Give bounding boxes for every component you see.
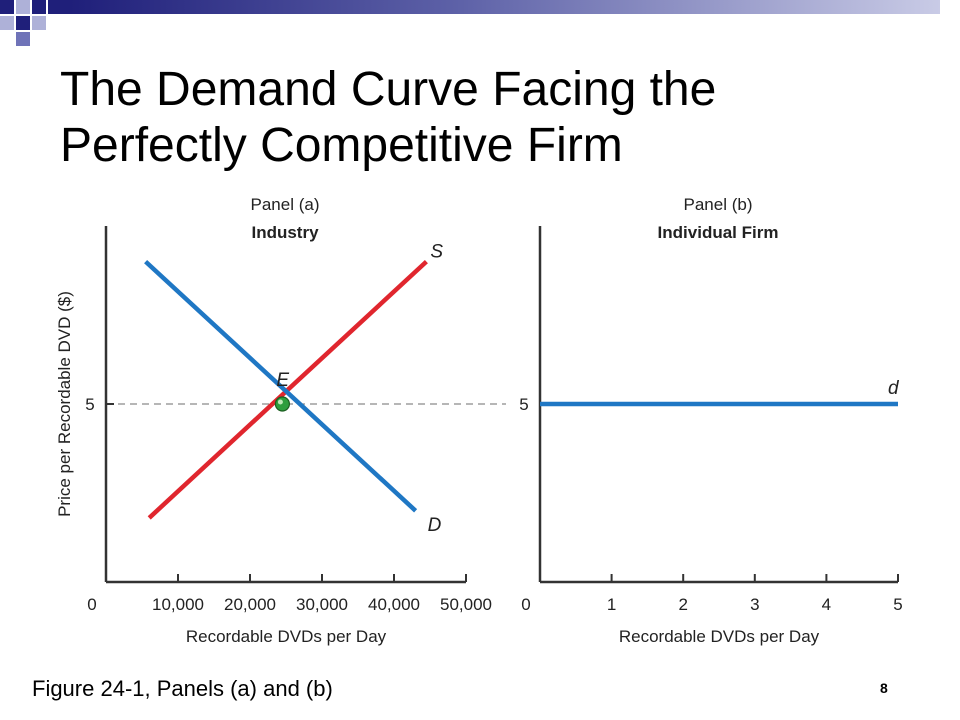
deco-square-light	[0, 16, 14, 30]
deco-square-dark	[0, 0, 14, 14]
deco-square-dark	[16, 16, 30, 30]
y-tick-label: 5	[519, 395, 528, 414]
series-label-d: d	[888, 378, 900, 399]
x-tick-label: 40,000	[368, 595, 420, 614]
x-tick-label: 4	[822, 595, 831, 614]
title-line-1: The Demand Curve Facing the	[60, 63, 717, 116]
deco-square-light	[32, 16, 46, 30]
page-number: 8	[880, 680, 888, 696]
panel-label: Panel (b)	[684, 195, 753, 214]
x-tick-label: 50,000	[440, 595, 492, 614]
equilibrium-point-highlight	[277, 399, 283, 405]
x-tick-label: 0	[521, 595, 530, 614]
x-tick-label: 1	[607, 595, 616, 614]
equilibrium-label: E	[276, 370, 289, 391]
y-tick-label: 5	[85, 395, 94, 414]
x-tick-label: 30,000	[296, 595, 348, 614]
series-line-S	[147, 259, 428, 520]
deco-bar-gradient	[70, 0, 940, 14]
title-line-2: Perfectly Competitive Firm	[60, 119, 623, 172]
series-label-S: S	[430, 242, 443, 263]
y-axis-label: Price per Recordable DVD ($)	[55, 291, 74, 517]
x-axis-label: Recordable DVDs per Day	[619, 627, 820, 646]
series-label-D: D	[428, 515, 442, 536]
figure-caption: Figure 24-1, Panels (a) and (b)	[32, 676, 333, 701]
equilibrium-point	[274, 396, 290, 412]
x-tick-label: 0	[87, 595, 96, 614]
slide-title: The Demand Curve Facing the Perfectly Co…	[60, 62, 940, 174]
x-tick-label: 2	[678, 595, 687, 614]
deco-square-light	[16, 0, 30, 14]
x-tick-label: 5	[893, 595, 902, 614]
x-axis-label: Recordable DVDs per Day	[186, 627, 387, 646]
deco-square-dark	[32, 0, 46, 14]
x-tick-label: 3	[750, 595, 759, 614]
panel-label: Panel (a)	[251, 195, 320, 214]
deco-square-mid	[16, 32, 30, 46]
series-line-D	[144, 259, 418, 513]
x-tick-label: 10,000	[152, 595, 204, 614]
panel-subtitle: Individual Firm	[658, 223, 779, 242]
panel-subtitle: Industry	[251, 223, 319, 242]
x-tick-label: 20,000	[224, 595, 276, 614]
deco-bar-dark	[48, 0, 70, 14]
